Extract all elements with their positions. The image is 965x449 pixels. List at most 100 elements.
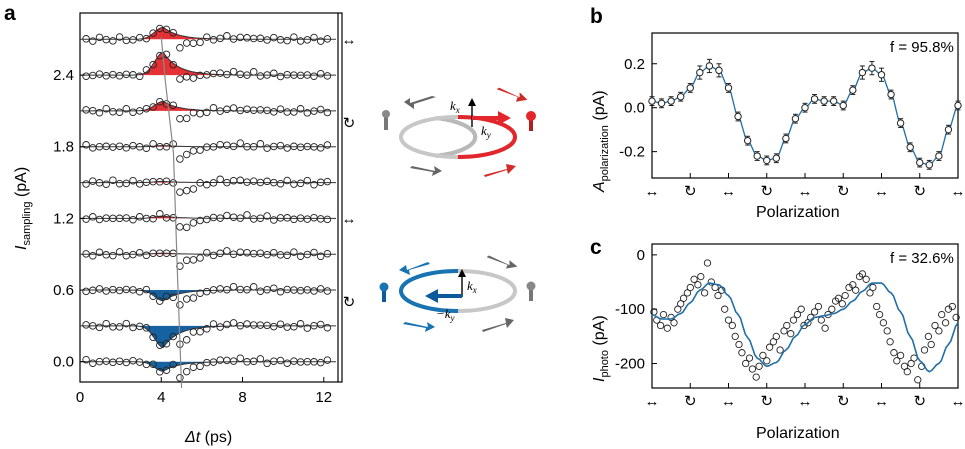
trace-data-point [122, 358, 131, 367]
trace-data-point [243, 211, 251, 219]
trace-data-point [256, 106, 265, 114]
data-point [738, 349, 746, 357]
x-tick-label: ↻ [760, 183, 773, 200]
trace-data-point [82, 72, 90, 80]
x-tick-label: ↻ [684, 183, 697, 200]
trace-data-point [216, 249, 224, 258]
trace-data-point [189, 74, 198, 82]
y-tick-label: -100 [615, 301, 645, 318]
x-tick-label: ↔ [951, 393, 965, 410]
panel-c-chart: 0 -100 -200 ↔ ↻ ↔ ↻ ↔ ↻ ↔ ↻ ↔ f = 32.6% Polarizati… [591, 243, 965, 442]
trace-data-point [283, 323, 291, 331]
trace-data-point [209, 179, 218, 187]
data-point [935, 327, 943, 335]
top-arrow-upper-right [496, 87, 528, 102]
trace-data-point [303, 109, 312, 117]
trace-data-point [296, 252, 305, 260]
data-point [801, 103, 809, 112]
panel-a-x-ticks: 0 4 8 12 [76, 377, 332, 406]
data-point [694, 281, 702, 289]
data-point [931, 321, 939, 330]
data-point [858, 68, 867, 77]
trace-data-point [276, 287, 285, 296]
trace-data-point [129, 141, 137, 150]
trace-data-point [310, 180, 318, 189]
trace-data-point [276, 179, 285, 188]
trace-data-point [323, 108, 332, 117]
panel-b-x-axis-label: Polarization [756, 204, 840, 221]
trace-data-point [102, 180, 110, 188]
trace-data-point [296, 179, 305, 188]
trace-data-point [135, 213, 144, 221]
trace-data-point [176, 155, 184, 163]
top-arrow-upper-left [404, 96, 436, 109]
trace-data-point [189, 185, 198, 193]
schematic-bottom-blue: kx −ky [379, 255, 536, 332]
trace-data-point [249, 34, 258, 43]
trace-data-point [249, 249, 258, 258]
trace-data-point [142, 324, 151, 332]
trace-data-point [323, 356, 332, 364]
trace-data-point [176, 75, 184, 83]
panel-a-y-axis-label: Isampling (pA) [13, 167, 33, 250]
panel-c-plot-area [650, 259, 960, 384]
trace-data-point [182, 336, 191, 344]
panel-a-y-axis-unit: (pA) [13, 167, 30, 202]
trace-data-point [236, 321, 245, 330]
y-tick-label: 0.0 [624, 100, 645, 117]
trace-data-point [162, 143, 171, 151]
x-tick-label: ↔ [874, 183, 889, 200]
data-point [703, 259, 712, 267]
trace-data-point [303, 215, 312, 223]
trace-data-point [323, 141, 332, 149]
trace-data-point [296, 320, 305, 328]
trace-data-point [82, 180, 90, 188]
data-point [810, 95, 819, 103]
panel-a-letter: a [4, 2, 16, 25]
data-point [670, 319, 678, 327]
trace-data-point [82, 35, 90, 43]
trace-data-point [109, 107, 117, 116]
trace-data-point [95, 108, 104, 117]
panel-c-x-ticks: ↔ ↻ ↔ ↻ ↔ ↻ ↔ ↻ ↔ [645, 383, 965, 410]
x-tick-label: 12 [315, 389, 332, 406]
trace-data-point [129, 108, 137, 116]
bottom-left-thermometer-bulb [379, 282, 389, 292]
trace-data-point [223, 247, 231, 255]
panel-b-x-ticks: ↔ ↻ ↔ ↻ ↔ ↻ ↔ ↻ ↔ [645, 173, 965, 200]
panel-b-y-axis-var: A [591, 181, 608, 193]
trace-data-point [276, 320, 285, 328]
trace-data-point [290, 322, 298, 331]
trace-data-point [196, 146, 204, 154]
trace-data-point [283, 108, 291, 116]
data-point [883, 327, 891, 335]
trace-data-point [115, 248, 124, 256]
trace-data-point [223, 32, 231, 40]
trace-data-point [162, 177, 171, 185]
trace-data-point [249, 283, 258, 291]
trace-data-point [176, 114, 184, 123]
x-tick-label: ↻ [760, 393, 773, 410]
top-left-thermometer-bulb [382, 110, 390, 118]
trace-data-point [203, 180, 211, 189]
panel-c-y-ticks: 0 -100 -200 [615, 247, 657, 373]
bottom-right-thermometer [529, 289, 533, 301]
trace-data-point [115, 323, 124, 331]
trace-data-point [256, 34, 265, 43]
trace-data-point [276, 141, 285, 150]
trace-data-point [182, 150, 191, 159]
trace-data-point [270, 322, 278, 331]
trace-data-point [176, 301, 184, 309]
data-point [852, 286, 860, 294]
data-point [948, 302, 956, 311]
trace-data-point [303, 36, 312, 44]
trace-data-point [122, 144, 131, 152]
trace-data-point [303, 176, 312, 185]
x-tick-label: ↔ [721, 393, 736, 410]
panel-a-x-axis-unit: (ps) [200, 429, 232, 446]
trace-data-point [236, 176, 245, 185]
trace-data-point [270, 284, 278, 292]
data-point [820, 97, 828, 105]
trace-data-point [323, 35, 332, 43]
